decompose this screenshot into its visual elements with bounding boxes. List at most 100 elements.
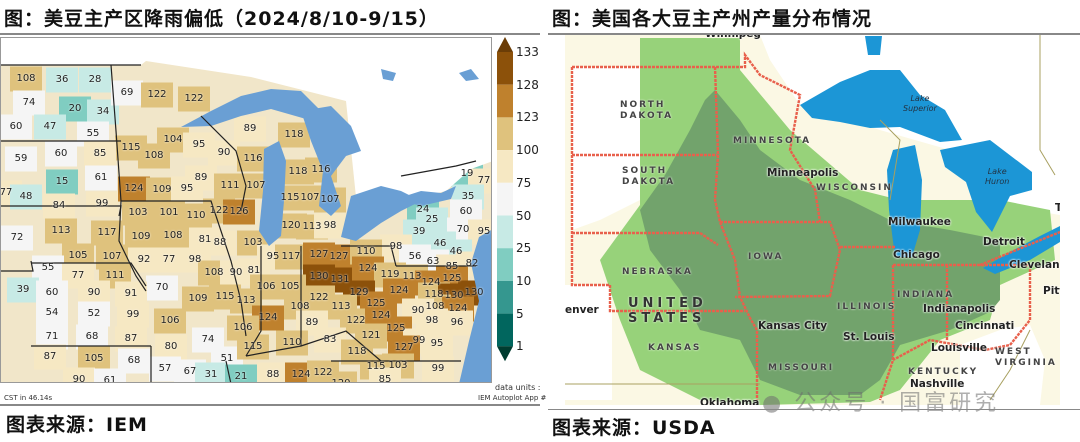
county-value: 60 [459,206,473,217]
county-cell [115,326,147,352]
county-value: 39 [16,284,30,295]
colorbar-band [497,52,513,85]
county-value: 129 [349,287,369,298]
colorbar-tick: 133 [516,45,539,59]
city-label: Milwaukee [888,216,951,228]
colorbar-tick: 75 [516,175,532,190]
county-value: 108 [204,267,224,278]
county-cell [314,213,346,239]
county-cell [94,368,126,382]
county-cell [85,165,117,191]
county-value: 70 [456,224,470,235]
country-label: UNITED STATES [628,296,707,326]
county-value: 105 [68,250,88,261]
county-value: 81 [198,234,212,245]
county-value: 74 [201,334,215,345]
county-value: 107 [320,194,340,205]
county-value: 122 [184,93,204,104]
canada-area [1,38,491,201]
great-lakes [800,36,1060,274]
county-value: 115 [243,341,263,352]
county-value: 90 [411,305,425,316]
county-value: 127 [309,249,329,260]
county-value: 99 [126,309,140,320]
city-label: Pitt [1043,285,1060,297]
county-cell [91,220,123,246]
county-value: 124 [371,310,391,321]
county-value: 116 [243,153,263,164]
county-value: 124 [291,369,311,380]
county-value: 115 [366,361,386,372]
county-value: 127 [394,342,414,353]
wechat-icon: ● [762,391,785,416]
county-value: 55 [86,128,100,139]
colorbar-tick: 128 [516,77,539,92]
county-value: 80 [164,341,178,352]
county-value: 98 [425,315,439,326]
city-label: enver [565,304,599,316]
watermark: ● 公众号 · 国富研究 [762,392,999,416]
county-cell [115,281,147,307]
county-cell [234,116,266,142]
county-value: 15 [55,176,69,187]
county-cell [154,308,186,334]
county-cell [34,114,66,140]
lake-label: Lake Huron [985,167,1010,186]
city-label: Louisville [931,342,987,354]
city-label: Chicago [893,249,940,261]
county-value: 108 [425,301,445,312]
state-label: NEBRASKA [622,267,693,277]
county-cell [118,176,150,202]
county-value: 117 [97,227,117,238]
county-value: 19 [460,168,474,179]
right-title: 图：美国各大豆主产州产量分布情况 [552,8,873,30]
county-value: 96 [450,317,464,328]
county-value: 77 [477,175,491,186]
county-value: 106 [256,281,276,292]
county-value: 103 [128,207,148,218]
state-label: ILLINOIS [837,302,897,312]
county-value: 36 [55,74,69,85]
county-value: 90 [217,147,231,158]
county-value: 122 [309,292,329,303]
county-cell [141,82,173,108]
county-cell [78,346,110,372]
watermark-text: 公众号 · 国富研究 [794,391,1000,416]
left-title: 图：美豆主产区降雨偏低（2024/8/10-9/15） [4,8,439,30]
county-value: 85 [445,261,459,272]
left-source: 图表来源：IEM [6,414,148,436]
county-cell [178,86,210,112]
county-value: 107 [246,180,266,191]
right-title-rule [548,33,1080,35]
county-value: 89 [305,317,319,328]
city-label: St. Louis [843,331,895,343]
colorbar-band [497,37,513,52]
county-value: 107 [300,192,320,203]
county-cell [86,191,118,217]
county-value: 124 [258,312,278,323]
county-value: 72 [10,232,24,243]
county-value: 110 [356,246,376,257]
timing-note: CST in 46.14s [4,394,53,402]
county-value: 87 [43,351,57,362]
county-value: 51 [220,353,234,364]
right-source-rule [548,409,1080,410]
county-cell [34,344,66,370]
production-shading [565,35,1060,405]
county-value: 74 [22,97,36,108]
city-label: Cleveland [1009,259,1060,271]
county-value: 126 [229,206,249,217]
county-cell [441,310,473,336]
county-value: 47 [43,121,57,132]
county-cell [36,300,68,326]
county-value: 109 [152,184,172,195]
city-label: Nashville [910,378,965,390]
state-label: KENTUCKY [908,367,979,377]
state-label: WEST VIRGINIA [995,347,1057,368]
county-cell [275,244,307,270]
county-value: 70 [155,282,169,293]
county-value: 60 [45,287,59,298]
city-label: Detroit [983,236,1025,248]
county-value: 83 [323,334,337,345]
colorado-area [565,285,612,400]
